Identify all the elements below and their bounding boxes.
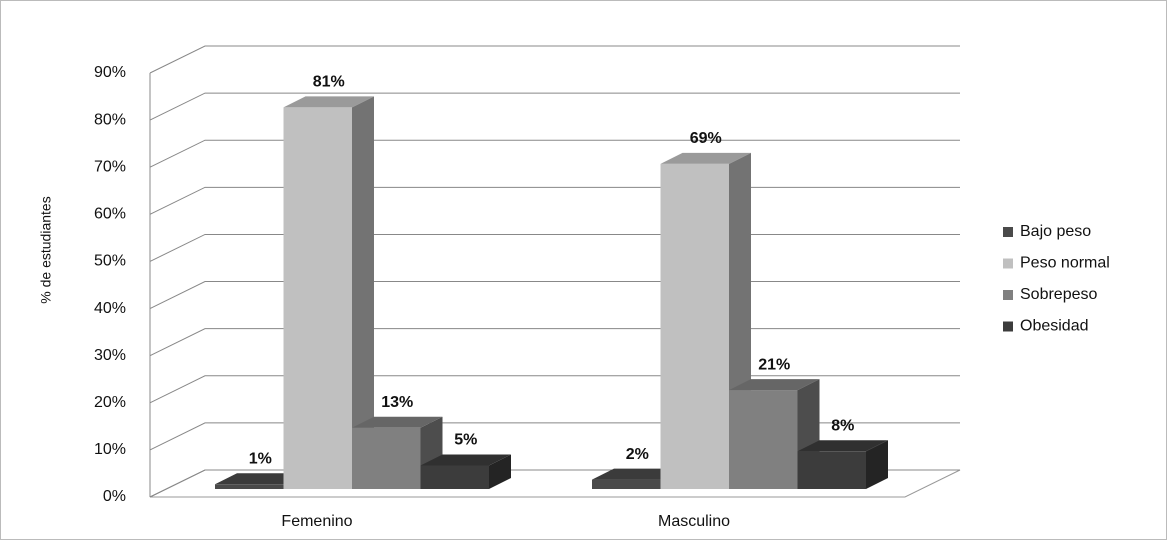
bar-front	[797, 451, 866, 489]
bar	[283, 96, 374, 490]
legend-swatch	[1003, 227, 1013, 237]
legend-swatch	[1003, 290, 1013, 300]
y-tick-label: 40%	[94, 300, 126, 317]
legend-swatch	[1003, 321, 1013, 332]
legend-swatch	[1003, 258, 1013, 269]
y-tick-label: 30%	[94, 347, 126, 364]
bar-front	[420, 465, 489, 489]
bar-front	[592, 479, 661, 489]
bar	[420, 454, 511, 489]
value-label: 81%	[313, 74, 345, 91]
value-label: 2%	[626, 446, 649, 463]
bar-top	[283, 96, 374, 108]
bar-top	[592, 468, 683, 480]
grid-line	[149, 139, 960, 168]
x-tick-label: Femenino	[281, 513, 352, 530]
legend-label: Sobrepeso	[1020, 286, 1097, 303]
grid-line	[149, 92, 960, 121]
bar-side	[866, 440, 888, 489]
bar-top	[215, 473, 306, 485]
bar-top	[352, 416, 443, 428]
bar-top	[797, 440, 888, 452]
value-label: 21%	[758, 356, 790, 373]
bar	[797, 440, 888, 489]
bar-front	[283, 107, 352, 490]
legend-label: Bajo peso	[1020, 223, 1091, 240]
bar-top	[420, 454, 511, 466]
y-tick-label: 10%	[94, 441, 126, 458]
y-tick-label: 90%	[94, 64, 126, 81]
bar-front	[729, 390, 798, 489]
y-tick-label: 20%	[94, 394, 126, 411]
x-tick-label: Masculino	[658, 513, 730, 530]
value-label: 8%	[831, 418, 854, 435]
bar-top	[660, 152, 751, 164]
legend-label: Peso normal	[1020, 255, 1110, 272]
bar-side	[489, 454, 511, 489]
y-tick-label: 0%	[103, 488, 126, 505]
y-tick-label: 70%	[94, 158, 126, 175]
bar-front	[352, 427, 421, 489]
y-tick-label: 50%	[94, 253, 126, 270]
legend-label: Obesidad	[1020, 318, 1089, 335]
value-label: 13%	[381, 394, 413, 411]
value-label: 1%	[249, 451, 272, 468]
bar-front	[660, 163, 729, 489]
bar-side	[352, 96, 374, 490]
bar-top	[729, 379, 820, 391]
y-axis-label: % de estudiantes	[38, 196, 54, 303]
bar-front	[215, 484, 284, 489]
value-label: 5%	[454, 432, 477, 449]
y-tick-label: 80%	[94, 111, 126, 128]
y-tick-label: 60%	[94, 206, 126, 223]
value-label: 69%	[690, 130, 722, 147]
grid-line	[149, 45, 960, 74]
